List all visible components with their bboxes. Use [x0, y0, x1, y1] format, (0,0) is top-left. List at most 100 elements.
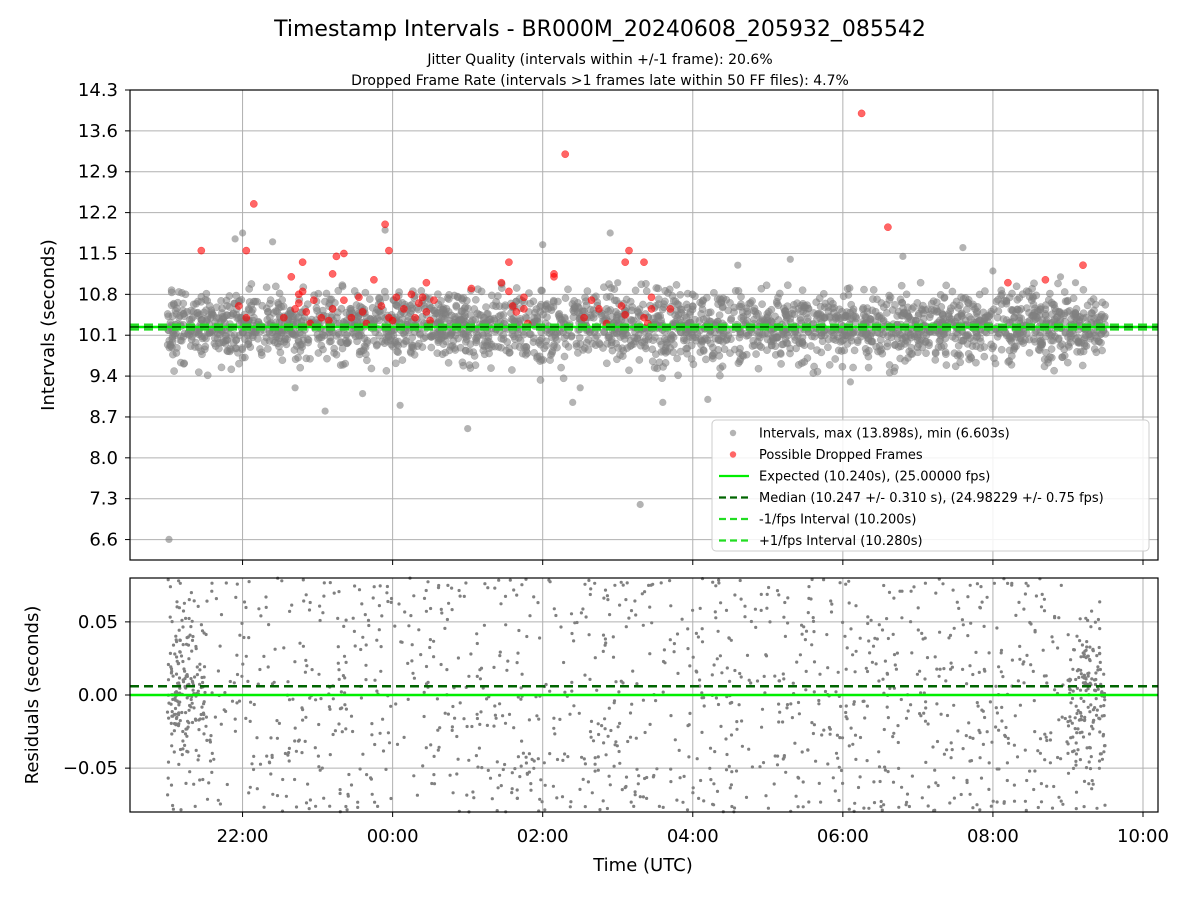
residual-point — [262, 805, 266, 809]
residual-point — [252, 754, 256, 759]
interval-point — [803, 301, 811, 310]
residual-point — [781, 672, 785, 676]
residual-point — [603, 637, 608, 641]
residual-point — [1050, 806, 1055, 810]
residual-point — [179, 808, 183, 812]
dropped-frame-point — [422, 278, 431, 287]
residual-point — [267, 760, 271, 764]
residual-point — [527, 718, 532, 722]
interval-point — [680, 336, 688, 345]
residual-point — [879, 805, 883, 809]
residual-point — [1004, 725, 1008, 730]
residual-point — [1084, 648, 1088, 652]
residual-point — [478, 677, 482, 681]
residual-point — [948, 801, 952, 805]
interval-point — [637, 280, 646, 289]
residual-point — [184, 616, 188, 621]
interval-point — [487, 364, 495, 372]
residual-point — [975, 803, 979, 807]
residual-point — [447, 601, 451, 605]
interval-point — [761, 329, 769, 338]
residual-point — [948, 633, 953, 638]
residual-point — [1076, 748, 1080, 752]
residual-point — [760, 707, 765, 711]
residual-point — [426, 580, 430, 584]
interval-point — [743, 307, 751, 316]
residual-point — [173, 696, 177, 700]
residual-point — [839, 768, 844, 773]
dropped-frame-point — [324, 316, 333, 325]
residual-point — [708, 766, 712, 770]
residual-point — [338, 788, 342, 792]
dropped-frame-point — [621, 310, 630, 319]
residual-point — [759, 592, 763, 597]
dropped-frame-point — [505, 287, 513, 296]
residual-point — [190, 720, 195, 725]
residual-point — [300, 706, 304, 710]
dropped-frame-point — [467, 284, 476, 293]
residual-point — [593, 656, 597, 660]
residual-point — [778, 710, 782, 714]
interval-point — [869, 286, 878, 294]
residual-point — [873, 636, 877, 640]
residual-point — [186, 750, 190, 754]
residual-point — [1038, 737, 1043, 741]
residual-point — [539, 778, 543, 782]
residual-point — [971, 806, 975, 810]
residual-point — [807, 585, 811, 589]
residual-point — [783, 600, 787, 605]
dropped-frame-point — [1041, 275, 1050, 284]
interval-point — [462, 296, 471, 305]
interval-point — [664, 289, 672, 297]
interval-point — [844, 291, 853, 299]
residual-point — [1042, 597, 1046, 601]
residual-point — [638, 795, 642, 799]
interval-point — [724, 331, 733, 340]
interval-point — [956, 351, 965, 360]
residual-point — [337, 722, 341, 726]
residual-point — [600, 724, 604, 728]
residual-point — [623, 786, 627, 790]
residual-point — [170, 732, 174, 736]
residual-point — [685, 808, 690, 812]
residual-point — [552, 716, 556, 720]
residual-point — [328, 753, 332, 757]
residual-point — [1022, 681, 1026, 685]
residual-point — [1045, 738, 1049, 743]
residual-point — [237, 699, 242, 703]
residual-point — [767, 585, 771, 590]
interval-point — [897, 339, 906, 348]
interval-point — [939, 310, 948, 319]
residual-point — [240, 674, 244, 678]
residual-point — [861, 699, 865, 704]
interval-point — [515, 343, 524, 351]
x-tick-label: 22:00 — [217, 826, 269, 847]
residual-point — [184, 781, 188, 786]
interval-point — [450, 291, 459, 300]
residual-point — [351, 616, 355, 620]
residual-point — [744, 795, 749, 800]
dropped-frame-point — [640, 313, 648, 322]
residual-point — [925, 656, 930, 660]
residual-point — [479, 710, 483, 714]
residual-point — [1078, 731, 1082, 735]
residual-point — [1098, 717, 1102, 721]
y-tick-label: 13.6 — [78, 121, 118, 142]
interval-point — [260, 338, 269, 346]
interval-point — [1054, 279, 1062, 288]
residual-point — [1095, 654, 1099, 658]
interval-point — [471, 315, 480, 324]
interval-point — [975, 290, 984, 299]
dropped-frame-point — [298, 287, 307, 296]
residual-point — [181, 729, 185, 734]
residual-point — [794, 794, 798, 798]
residual-point — [584, 615, 588, 619]
residual-point — [1057, 616, 1061, 620]
interval-point — [1047, 345, 1056, 353]
residual-point — [869, 618, 873, 622]
residual-point — [725, 752, 729, 757]
residual-point — [1091, 720, 1095, 724]
residual-point — [669, 714, 673, 718]
residual-point — [317, 765, 321, 769]
residual-point — [985, 595, 989, 599]
